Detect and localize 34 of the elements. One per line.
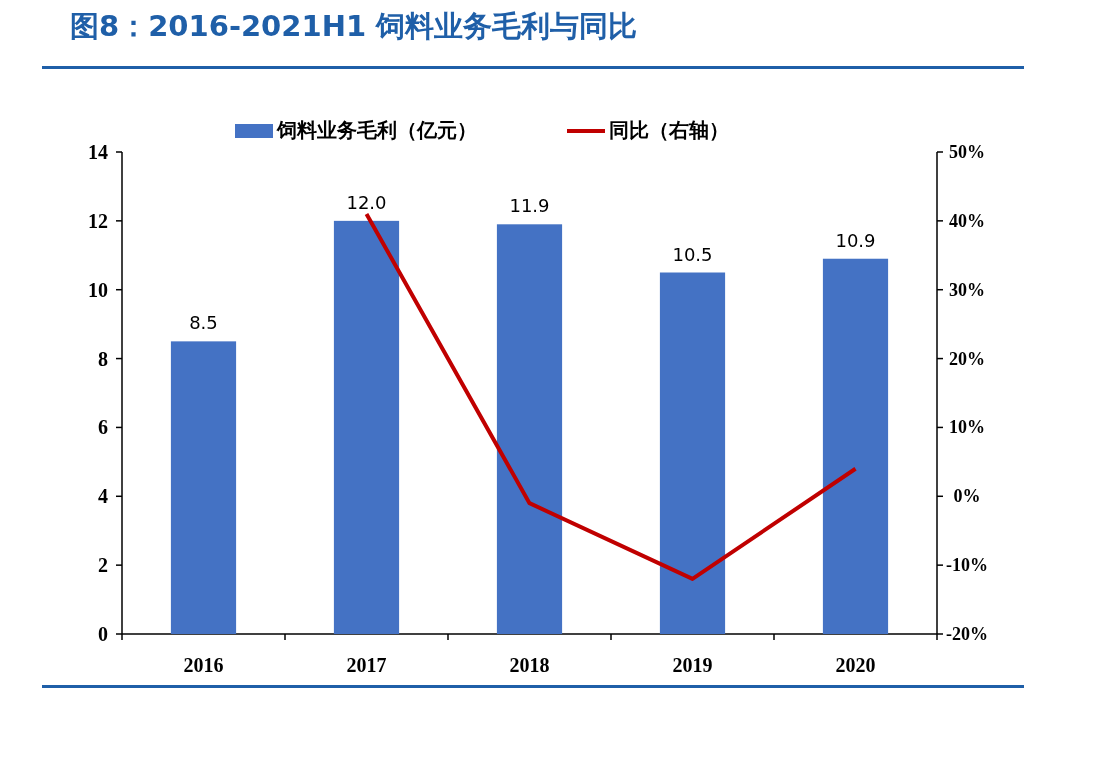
bar	[496, 224, 563, 634]
y-tick-label: 14	[88, 141, 108, 163]
legend-label: 同比（右轴）	[609, 118, 729, 142]
y2-tick-label: 50%	[949, 142, 985, 162]
x-tick-label: 2019	[672, 654, 713, 676]
y2-tick-label: -20%	[946, 624, 988, 644]
y2-tick-label: 30%	[949, 279, 985, 300]
bar	[659, 272, 726, 634]
y2-tick-label: 40%	[949, 210, 985, 231]
y-tick-label: 2	[98, 554, 108, 577]
bar	[333, 220, 400, 634]
x-tick-label: 2017	[346, 654, 387, 676]
data-label: 8.5	[189, 312, 218, 334]
data-label: 10.9	[835, 229, 876, 251]
data-label: 10.5	[672, 243, 713, 265]
y-tick-label: 0	[98, 623, 108, 645]
y-tick-label: 6	[98, 416, 108, 439]
chart-title: 图8：2016-2021H1 饲料业务毛利与同比	[70, 9, 638, 43]
y2-tick-label: 0%	[953, 486, 981, 507]
x-tick-label: 2016	[183, 654, 224, 676]
x-tick-label: 2018	[509, 654, 550, 676]
y2-tick-label: 20%	[949, 348, 985, 369]
y-tick-label: 12	[88, 209, 108, 232]
bar	[822, 258, 889, 634]
legend-label: 饲料业务毛利（亿元）	[276, 118, 477, 142]
y-tick-label: 4	[98, 485, 108, 508]
bar	[170, 341, 237, 634]
x-tick-label: 2020	[835, 654, 876, 676]
data-label: 12.0	[346, 191, 387, 213]
y-tick-label: 10	[88, 278, 108, 301]
y2-tick-label: -10%	[946, 555, 988, 576]
data-label: 11.9	[509, 195, 550, 217]
y2-tick-label: 10%	[949, 417, 985, 438]
y-tick-label: 8	[98, 347, 108, 370]
